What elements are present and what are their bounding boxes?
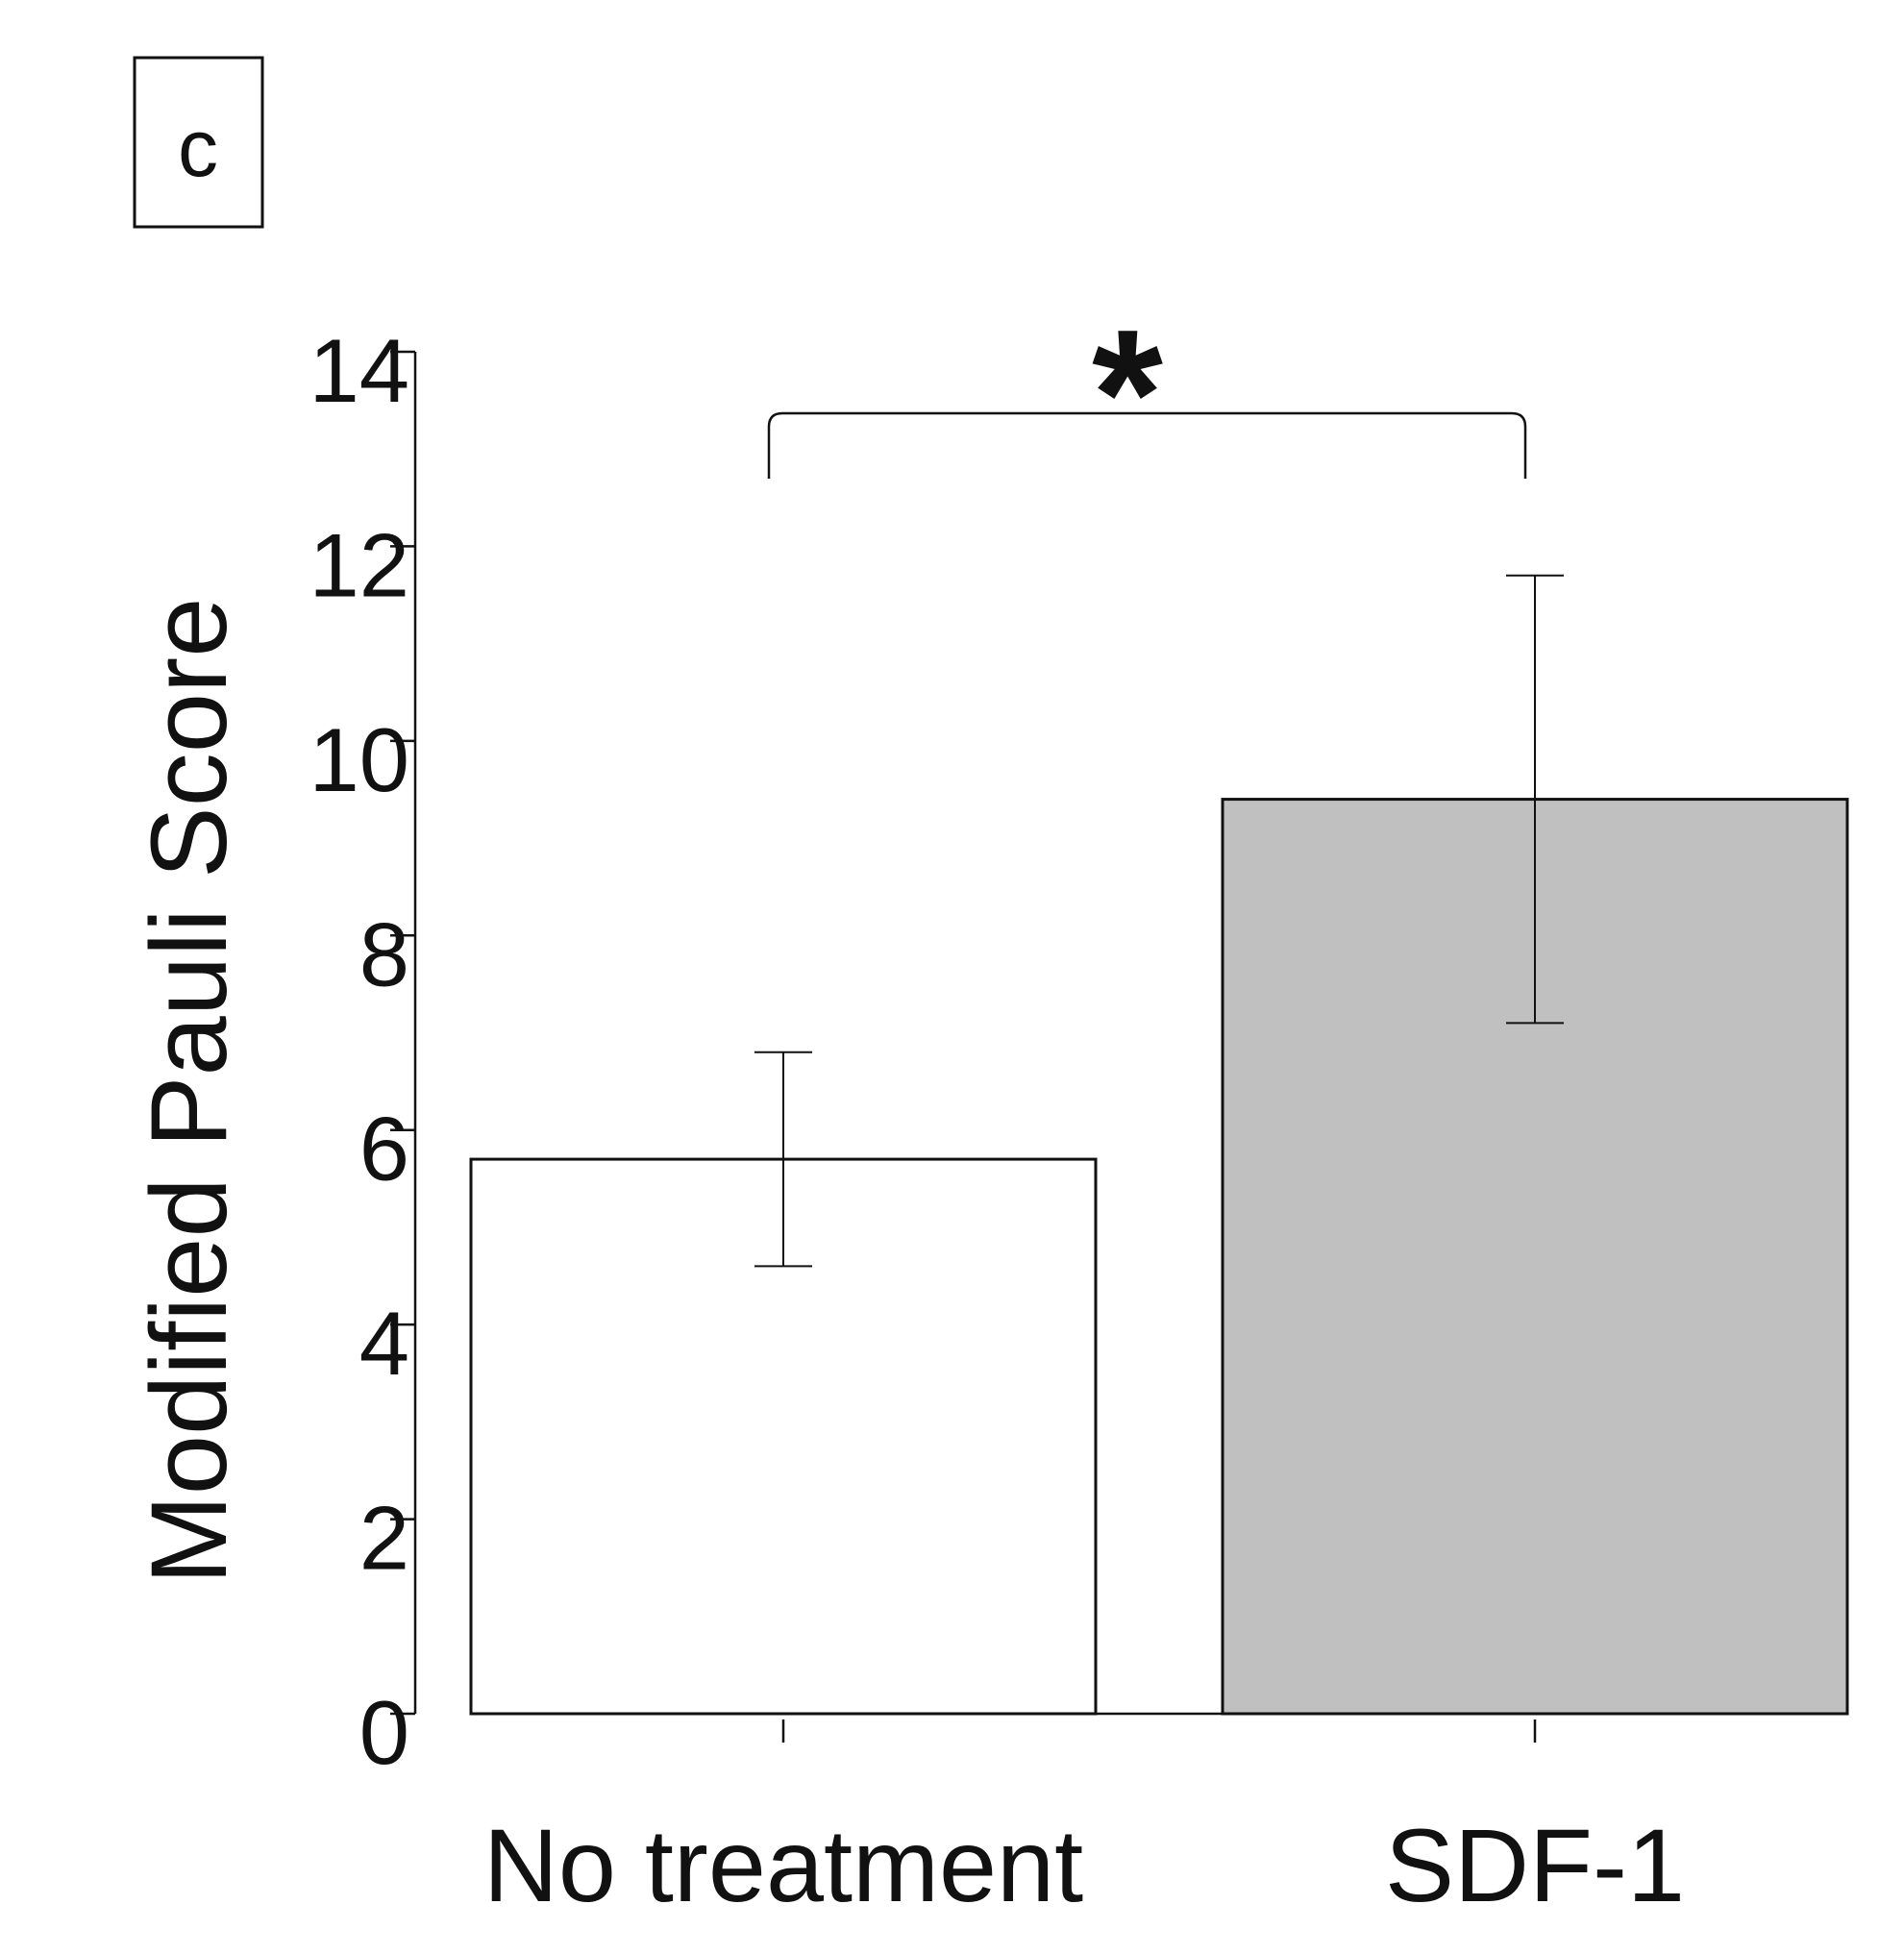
y-tick-label: 0: [359, 1682, 409, 1783]
y-tick-label: 6: [359, 1099, 409, 1200]
x-axis: No treatment SDF-1: [483, 1719, 1685, 1923]
y-axis: 0 2 4 6 8 10 12 14: [309, 320, 417, 1783]
panel-label-box: [133, 56, 264, 229]
y-tick-label: 2: [359, 1488, 409, 1589]
x-category-label: SDF-1: [1385, 1807, 1685, 1923]
y-tick-label: 10: [309, 709, 409, 810]
significance-asterisk: *: [1092, 292, 1163, 496]
error-bars: [754, 574, 1564, 1268]
significance-bracket: [767, 411, 1527, 479]
x-category-label: No treatment: [483, 1807, 1083, 1923]
significance-annotation: *: [767, 292, 1527, 496]
bars: [469, 798, 1849, 1716]
y-tick-label: 4: [359, 1293, 409, 1394]
y-tick-label: 12: [309, 514, 409, 615]
panel-label-text: c: [178, 103, 218, 193]
y-tick-label: 8: [359, 903, 409, 1004]
panel-label: c: [133, 56, 264, 229]
y-tick-label: 14: [309, 320, 409, 421]
y-axis-label: Modified Pauli Score: [129, 597, 249, 1584]
